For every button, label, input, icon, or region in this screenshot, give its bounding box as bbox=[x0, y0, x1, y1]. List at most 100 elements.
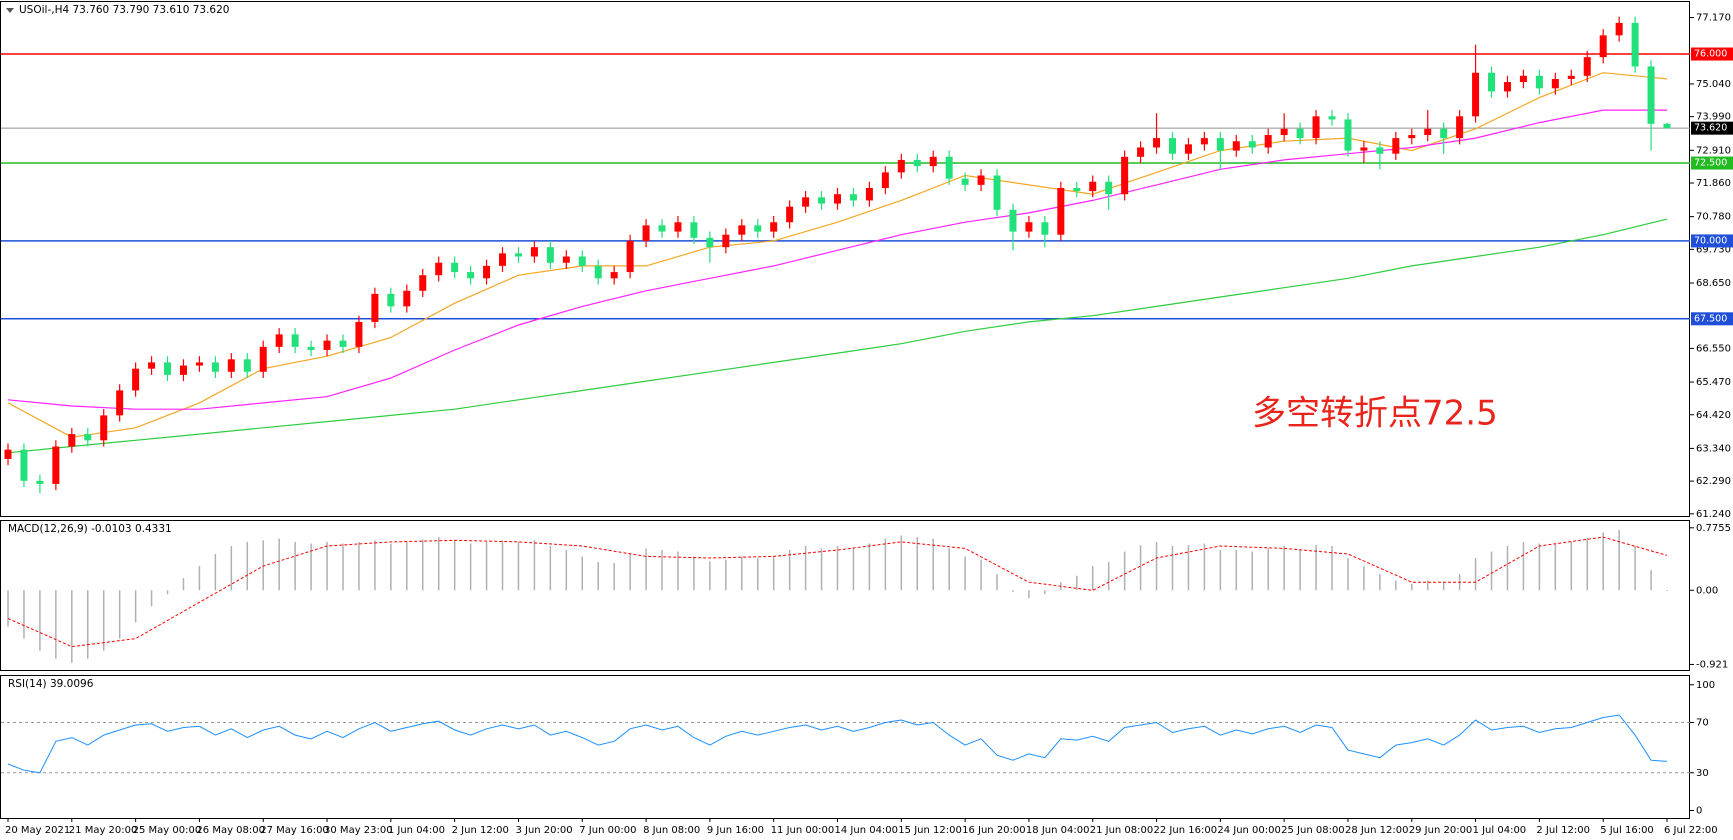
candle-body bbox=[499, 253, 507, 266]
candle-body bbox=[291, 334, 299, 347]
moving-average bbox=[7, 109, 1667, 410]
y-tick-label: 61.240 bbox=[1696, 509, 1731, 520]
x-tick-label: 1 Jul 04:00 bbox=[1473, 825, 1527, 836]
candle-body bbox=[1519, 75, 1527, 83]
x-tick-label: 18 Jun 04:00 bbox=[1026, 825, 1090, 836]
candle-body bbox=[132, 368, 140, 391]
level-line-label: 76.000 bbox=[1694, 49, 1727, 60]
candle-body bbox=[961, 178, 969, 185]
candle-body bbox=[100, 415, 108, 441]
candle-body bbox=[1535, 75, 1543, 89]
x-tick-label: 15 Jun 12:00 bbox=[898, 825, 962, 836]
candle-body bbox=[1248, 141, 1256, 148]
candle-body bbox=[1424, 128, 1432, 136]
level-line-label: 67.500 bbox=[1694, 313, 1727, 324]
x-tick-label: 16 Jun 20:00 bbox=[962, 825, 1026, 836]
signal-line bbox=[7, 536, 1668, 648]
candle-body bbox=[945, 156, 953, 179]
candle-body bbox=[339, 340, 347, 347]
level-line-box bbox=[1691, 47, 1733, 61]
candle-body bbox=[1631, 22, 1639, 67]
candle-body bbox=[1440, 128, 1448, 139]
x-tick-label: 21 May 20:00 bbox=[69, 825, 138, 836]
candle-body bbox=[594, 265, 602, 279]
candle-body bbox=[1408, 135, 1416, 139]
candle-body bbox=[865, 187, 873, 201]
candle-body bbox=[1137, 147, 1145, 157]
candle-body bbox=[227, 359, 235, 372]
x-tick-label: 2 Jun 12:00 bbox=[452, 825, 509, 836]
y-tick-label: 70.780 bbox=[1696, 212, 1731, 223]
collapse-icon[interactable] bbox=[6, 8, 14, 13]
candle-body bbox=[977, 175, 985, 185]
y-tick-label: 0 bbox=[1696, 805, 1702, 816]
candle-body bbox=[626, 240, 634, 273]
level-line-label: 72.500 bbox=[1694, 158, 1727, 169]
candle-body bbox=[1105, 181, 1113, 195]
price-panel bbox=[0, 1, 1690, 517]
candle-body bbox=[419, 275, 427, 291]
candle-body bbox=[1312, 116, 1320, 139]
x-tick-label: 1 Jun 04:00 bbox=[388, 825, 445, 836]
candle-body bbox=[179, 365, 187, 375]
candle-body bbox=[1089, 181, 1097, 192]
x-tick-label: 6 Jul 22:00 bbox=[1664, 825, 1718, 836]
x-tick-label: 11 Jun 00:00 bbox=[771, 825, 835, 836]
candle-body bbox=[1121, 156, 1129, 195]
candle-body bbox=[642, 225, 650, 241]
candle-body bbox=[674, 222, 682, 232]
candle-body bbox=[1073, 187, 1081, 192]
x-tick-label: 24 Jun 00:00 bbox=[1217, 825, 1281, 836]
candle-body bbox=[1216, 138, 1224, 151]
candle-body bbox=[1583, 57, 1591, 76]
candle-body bbox=[1488, 72, 1496, 92]
candle-body bbox=[20, 449, 28, 481]
macd-panel bbox=[0, 520, 1690, 671]
x-tick-label: 5 Jul 16:00 bbox=[1600, 825, 1654, 836]
candle-body bbox=[467, 272, 475, 279]
candle-body bbox=[1168, 138, 1176, 154]
y-tick-label: 69.730 bbox=[1696, 244, 1731, 255]
y-tick-label: 71.860 bbox=[1696, 178, 1731, 189]
candle-body bbox=[275, 334, 283, 347]
level-line-label: 70.000 bbox=[1694, 235, 1727, 246]
candle-body bbox=[562, 256, 570, 263]
candle-body bbox=[84, 434, 92, 441]
rsi-line bbox=[7, 714, 1668, 774]
candle-body bbox=[1025, 222, 1033, 232]
candle-body bbox=[243, 359, 251, 372]
candle-body bbox=[658, 225, 666, 232]
x-tick-label: 7 Jun 00:00 bbox=[579, 825, 636, 836]
candle-body bbox=[1328, 116, 1336, 120]
candle-body bbox=[52, 446, 60, 484]
x-tick-label: 30 May 23:00 bbox=[324, 825, 393, 836]
candle-body bbox=[483, 265, 491, 279]
x-tick-label: 3 Jun 20:00 bbox=[515, 825, 572, 836]
candle-body bbox=[1344, 119, 1352, 151]
y-tick-label: -0.921 bbox=[1696, 659, 1728, 670]
x-tick-label: 25 May 00:00 bbox=[133, 825, 202, 836]
candle-body bbox=[195, 362, 203, 366]
y-tick-label: 0.00 bbox=[1696, 585, 1718, 596]
candle-body bbox=[148, 362, 156, 369]
candle-body bbox=[786, 206, 794, 223]
candle-body bbox=[610, 272, 618, 279]
current-price-line-box bbox=[1691, 121, 1733, 135]
candle-body bbox=[211, 362, 219, 372]
candle-body bbox=[738, 225, 746, 235]
candle-body bbox=[690, 222, 698, 238]
candle-body bbox=[451, 262, 459, 273]
macd-title: MACD(12,26,9) -0.0103 0.4331 bbox=[8, 523, 172, 535]
candle-body bbox=[1057, 187, 1065, 235]
candle-body bbox=[387, 293, 395, 307]
candle-body bbox=[1041, 222, 1049, 235]
candle-body bbox=[1599, 35, 1607, 58]
candle-body bbox=[68, 434, 76, 447]
annotation: 多空转折点72.5 bbox=[1252, 394, 1498, 434]
candle-body bbox=[403, 290, 411, 307]
y-tick-label: 72.910 bbox=[1696, 145, 1731, 156]
x-tick-label: 20 May 2021 bbox=[5, 825, 70, 836]
y-tick-label: 73.990 bbox=[1696, 112, 1731, 123]
